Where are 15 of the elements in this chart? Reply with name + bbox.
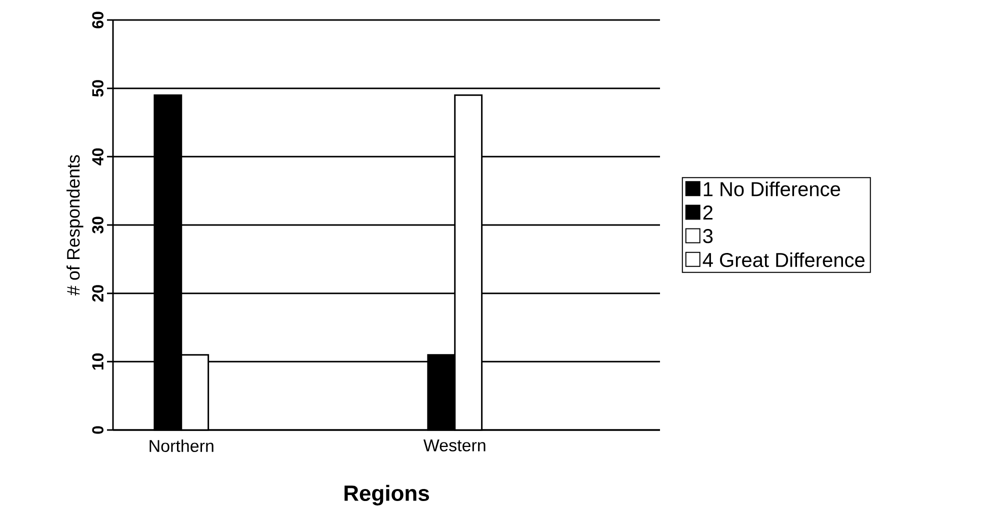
x-tick-label: Northern — [150, 440, 214, 452]
y-tick-label: 40 — [92, 148, 104, 166]
legend-label: 3 — [703, 228, 713, 244]
x-tick-label: Western — [423, 440, 486, 452]
y-tick-label: 30 — [92, 216, 104, 234]
y-tick-label: 20 — [92, 285, 104, 302]
y-tick-label: 0 — [92, 426, 104, 434]
legend-label: 4 Great Difference — [702, 252, 865, 268]
y-tick-label: 60 — [92, 12, 104, 28]
y-tick-label: 10 — [92, 353, 104, 370]
y-axis-title: # of Respondents — [66, 155, 84, 296]
x-axis-title: Regions — [344, 484, 429, 506]
y-tick-label: 50 — [92, 80, 104, 97]
legend-label: 2 — [703, 206, 712, 220]
legend-label: 1 No Difference — [704, 182, 840, 196]
